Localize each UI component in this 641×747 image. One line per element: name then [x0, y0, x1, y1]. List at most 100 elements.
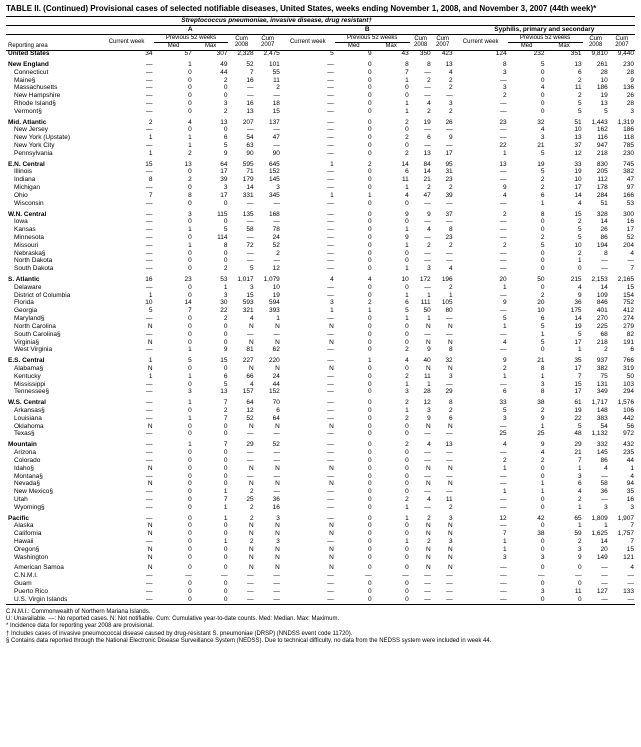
cell: 0	[154, 489, 193, 497]
cell: 0	[335, 339, 373, 347]
cell: 0	[508, 108, 546, 116]
cell: South Dakota	[6, 266, 100, 274]
cell: 20	[454, 277, 508, 285]
section-syph-hdr: Syphilis, primary and secondary	[454, 25, 635, 34]
cell: 0	[154, 234, 193, 242]
cell: —	[432, 331, 454, 339]
cell: N	[432, 546, 454, 554]
cell: 5	[546, 227, 583, 235]
cell: Texas§	[6, 431, 100, 439]
cell: 20	[583, 546, 609, 554]
cell: —	[281, 266, 335, 274]
table-row: Wisconsin—00———00———145153	[6, 200, 635, 208]
cell: 1	[454, 284, 508, 292]
cell: 0	[335, 496, 373, 504]
cell: —	[281, 473, 335, 481]
cell: 7	[609, 266, 635, 274]
cell: —	[100, 539, 154, 547]
cell: 423	[432, 50, 454, 58]
cell: 1	[546, 258, 583, 266]
data-table: Streptococcus pneumoniae, invasive disea…	[6, 16, 635, 606]
cell: 38	[508, 531, 546, 539]
cell: Missouri	[6, 242, 100, 250]
table-title: TABLE II. (Continued) Provisional cases …	[6, 4, 635, 14]
cell: 0	[508, 69, 546, 77]
cell: 1	[454, 465, 508, 473]
cell: 0	[335, 135, 373, 143]
cell: 230	[609, 150, 635, 158]
cell: 0	[154, 200, 193, 208]
cell: 29	[432, 389, 454, 397]
cell: 218	[583, 150, 609, 158]
cell: 0	[335, 457, 373, 465]
cell: 13	[410, 150, 432, 158]
cell: 7	[154, 308, 193, 316]
cell: 3	[154, 389, 193, 397]
blank-hdr	[454, 16, 635, 25]
cell: 0	[335, 481, 373, 489]
table-row: South Carolina§—00———00———156882	[6, 331, 635, 339]
cell: —	[281, 284, 335, 292]
cell: 0	[335, 596, 373, 604]
cum-hdr: Cum2007	[255, 34, 281, 50]
cell: 10	[255, 284, 281, 292]
cell: 13	[193, 389, 229, 397]
cell: 13	[154, 161, 193, 169]
cell: 2	[508, 185, 546, 193]
cell: 0	[154, 323, 193, 331]
cell: 4	[154, 119, 193, 127]
cell: 0	[335, 61, 373, 69]
cell: 1	[546, 465, 583, 473]
cell: 5	[281, 50, 335, 58]
cell: —	[100, 185, 154, 193]
cell: 0	[154, 316, 193, 324]
cell: 8	[508, 211, 546, 219]
cell: 6	[432, 415, 454, 423]
cell: 0	[373, 596, 410, 604]
cell: 0	[154, 539, 193, 547]
cell: 1	[508, 200, 546, 208]
cell: 8	[508, 389, 546, 397]
cell: 0	[335, 93, 373, 101]
table-row: Tennessee§—313157152—0328296817349294	[6, 389, 635, 397]
cell: 13	[546, 61, 583, 69]
cell: 7	[546, 457, 583, 465]
cell: 2	[508, 177, 546, 185]
cell: 7	[373, 69, 410, 77]
cell: 14	[583, 284, 609, 292]
cell: 0	[335, 546, 373, 554]
cell: 3	[410, 266, 432, 274]
cell: 10	[546, 242, 583, 250]
cell: 6	[609, 347, 635, 355]
cell: 6	[454, 389, 508, 397]
cell: 2	[546, 539, 583, 547]
cell: 3	[432, 373, 454, 381]
cell: 0	[508, 284, 546, 292]
cell: 0	[154, 481, 193, 489]
cell: —	[100, 108, 154, 116]
cell: 12	[255, 266, 281, 274]
cell: 2	[373, 373, 410, 381]
cell: —	[508, 573, 546, 581]
cell: 0	[335, 504, 373, 512]
cell: 0	[335, 85, 373, 93]
cell: 0	[154, 588, 193, 596]
cell: 2	[546, 219, 583, 227]
cell: 0	[154, 339, 193, 347]
cell: —	[281, 347, 335, 355]
cell: 383	[583, 415, 609, 423]
cell: 2	[373, 415, 410, 423]
cell: 21	[546, 450, 583, 458]
cell: 5	[454, 316, 508, 324]
cell: —	[454, 308, 508, 316]
max-hdr: Max	[193, 42, 229, 50]
cell: 294	[609, 389, 635, 397]
cell: 0	[193, 331, 229, 339]
cell: —	[432, 596, 454, 604]
cell: 1	[100, 150, 154, 158]
cell: 0	[154, 85, 193, 93]
cell: 19	[546, 323, 583, 331]
cell: 52	[228, 415, 254, 423]
cell: 0	[335, 515, 373, 523]
cell: 0	[154, 258, 193, 266]
